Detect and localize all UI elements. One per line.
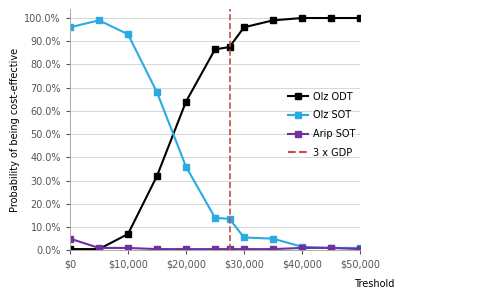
Olz SOT bbox=[67, 26, 73, 29]
Olz SOT bbox=[183, 165, 189, 168]
Arip SOT bbox=[328, 246, 334, 250]
Olz SOT bbox=[241, 236, 247, 239]
Line: Olz ODT: Olz ODT bbox=[67, 15, 363, 252]
Olz ODT bbox=[96, 247, 102, 251]
Line: Arip SOT: Arip SOT bbox=[67, 236, 363, 252]
Olz SOT bbox=[226, 217, 232, 221]
Arip SOT bbox=[241, 247, 247, 251]
Olz ODT bbox=[212, 48, 218, 51]
Olz ODT bbox=[328, 16, 334, 20]
Arip SOT bbox=[67, 237, 73, 240]
Olz ODT bbox=[154, 174, 160, 178]
Olz ODT bbox=[183, 100, 189, 103]
Olz ODT bbox=[226, 45, 232, 49]
Arip SOT bbox=[299, 246, 305, 250]
Olz ODT bbox=[67, 247, 73, 251]
Arip SOT bbox=[125, 246, 131, 250]
Olz SOT bbox=[96, 19, 102, 22]
Olz SOT bbox=[125, 33, 131, 36]
Olz SOT bbox=[328, 246, 334, 250]
Olz ODT bbox=[241, 26, 247, 29]
Olz ODT bbox=[357, 16, 363, 20]
Olz SOT bbox=[154, 91, 160, 94]
Line: Olz SOT: Olz SOT bbox=[67, 17, 363, 251]
Arip SOT bbox=[154, 247, 160, 251]
Olz ODT bbox=[270, 19, 276, 22]
Legend: Olz ODT, Olz SOT, Arip SOT, 3 x GDP: Olz ODT, Olz SOT, Arip SOT, 3 x GDP bbox=[288, 92, 355, 158]
Arip SOT bbox=[96, 246, 102, 250]
X-axis label: Treshold: Treshold bbox=[354, 279, 395, 289]
Arip SOT bbox=[357, 247, 363, 251]
Olz SOT bbox=[270, 237, 276, 240]
Arip SOT bbox=[212, 247, 218, 251]
Arip SOT bbox=[270, 247, 276, 251]
Arip SOT bbox=[226, 247, 232, 251]
Olz SOT bbox=[357, 246, 363, 250]
Olz SOT bbox=[212, 216, 218, 219]
Olz ODT bbox=[299, 16, 305, 20]
Olz SOT bbox=[299, 245, 305, 249]
Y-axis label: Probability of being cost-effective: Probability of being cost-effective bbox=[10, 47, 20, 212]
Arip SOT bbox=[183, 247, 189, 251]
Olz ODT bbox=[125, 232, 131, 236]
